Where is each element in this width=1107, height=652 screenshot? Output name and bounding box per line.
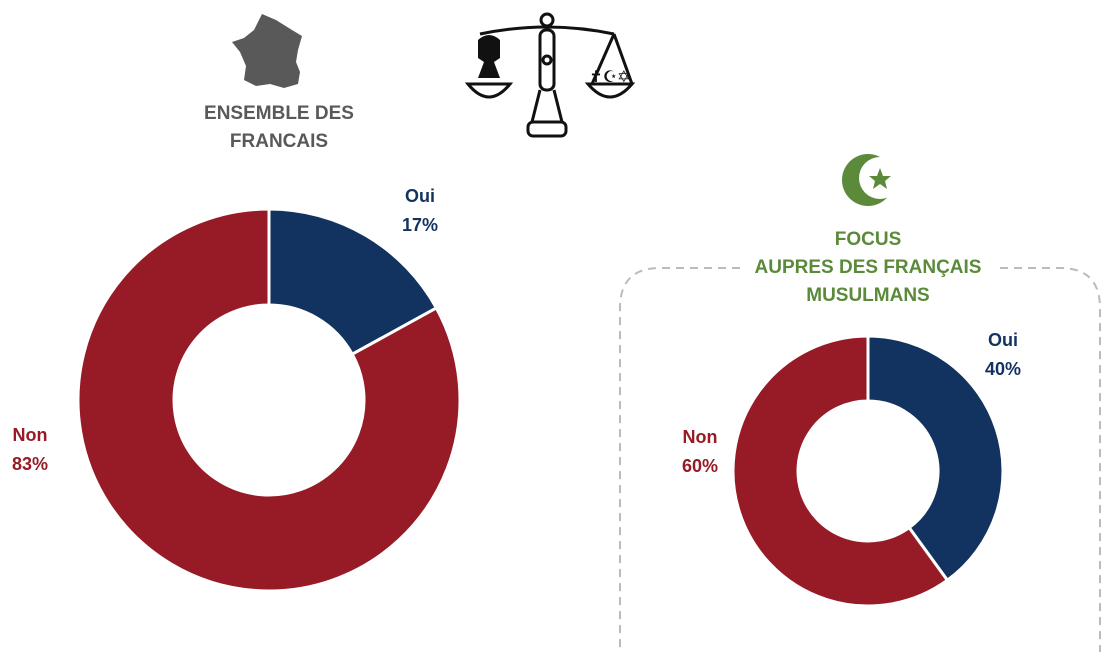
donut-slice <box>866 334 1005 583</box>
slice-value: 40% <box>985 359 1021 379</box>
chart-title: FOCUS AUPRES DES FRANÇAIS MUSULMANS <box>754 229 982 306</box>
donut-slice <box>76 207 462 593</box>
donut-slice <box>267 207 439 357</box>
slice-value: 83% <box>12 454 48 474</box>
bust-icon <box>478 35 500 78</box>
donut-slice <box>731 334 950 608</box>
crescent-icon <box>842 154 901 206</box>
slice-category: Oui <box>405 186 435 206</box>
france-icon <box>232 14 302 88</box>
slice-value: 60% <box>682 456 718 476</box>
chart-title: ENSEMBLE DES FRANCAIS <box>204 103 354 152</box>
focus-frame <box>619 267 1101 652</box>
religion-icons: ✝☪✡ <box>589 69 630 86</box>
slice-category: Non <box>683 427 718 447</box>
scales-icon <box>464 12 636 138</box>
slice-value: 17% <box>402 215 438 235</box>
slice-category: Oui <box>988 330 1018 350</box>
slice-category: Non <box>13 425 48 445</box>
